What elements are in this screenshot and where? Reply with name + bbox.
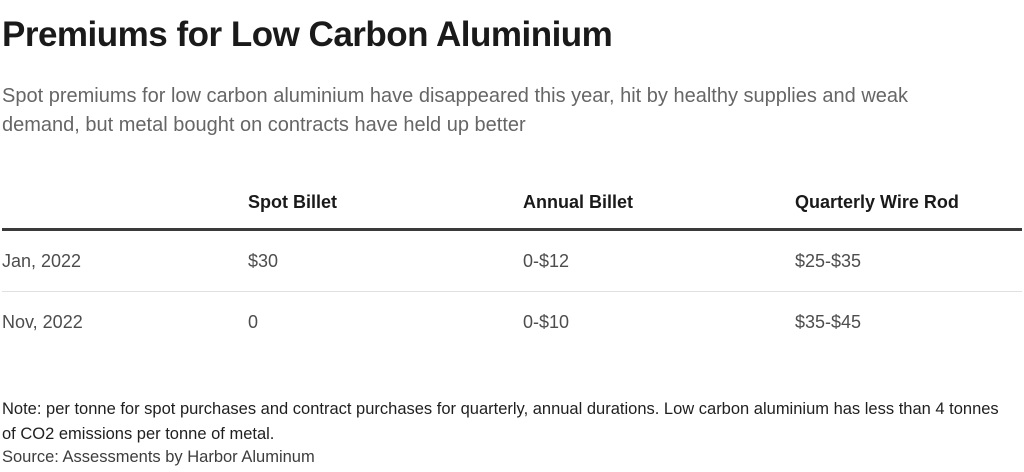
row-label: Jan, 2022 (2, 229, 248, 292)
table-header: Spot Billet Annual Billet Quarterly Wire… (2, 192, 1022, 231)
footnote: Note: per tonne for spot purchases and c… (2, 400, 999, 443)
column-header-annual-billet: Annual Billet (523, 192, 795, 231)
cell-annual-billet: 0-$12 (523, 229, 795, 292)
cell-spot-billet: 0 (248, 312, 259, 333)
column-header-period (2, 192, 248, 231)
column-header-quarterly-wire-rod: Quarterly Wire Rod (795, 192, 1022, 231)
column-header-spot-billet: Spot Billet (248, 192, 523, 231)
cell-quarterly-wire-rod: $25-$35 (795, 229, 1022, 292)
page-subtitle: Spot premiums for low carbon aluminium h… (2, 85, 909, 136)
cell-quarterly-wire-rod: $35-$45 (795, 312, 862, 333)
table-row: Jan, 2022 $30 0-$12 $25-$35 (2, 229, 1022, 292)
cell-annual-billet: 0-$10 (523, 312, 570, 333)
table-header-row: Spot Billet Annual Billet Quarterly Wire… (2, 192, 1022, 231)
cell-spot-billet: $30 (248, 229, 523, 292)
row-label: Nov, 2022 (2, 312, 83, 333)
table-row: Nov, 2022 0 0-$10 $35-$45 (2, 292, 1022, 354)
premiums-table: Spot Billet Annual Billet Quarterly Wire… (2, 192, 1022, 354)
source-line: Source: Assessments by Harbor Aluminum (2, 448, 315, 466)
table-body: Jan, 2022 $30 0-$12 $25-$35 Nov, 2022 0 … (2, 229, 1022, 354)
page-title: Premiums for Low Carbon Aluminium (2, 15, 613, 54)
